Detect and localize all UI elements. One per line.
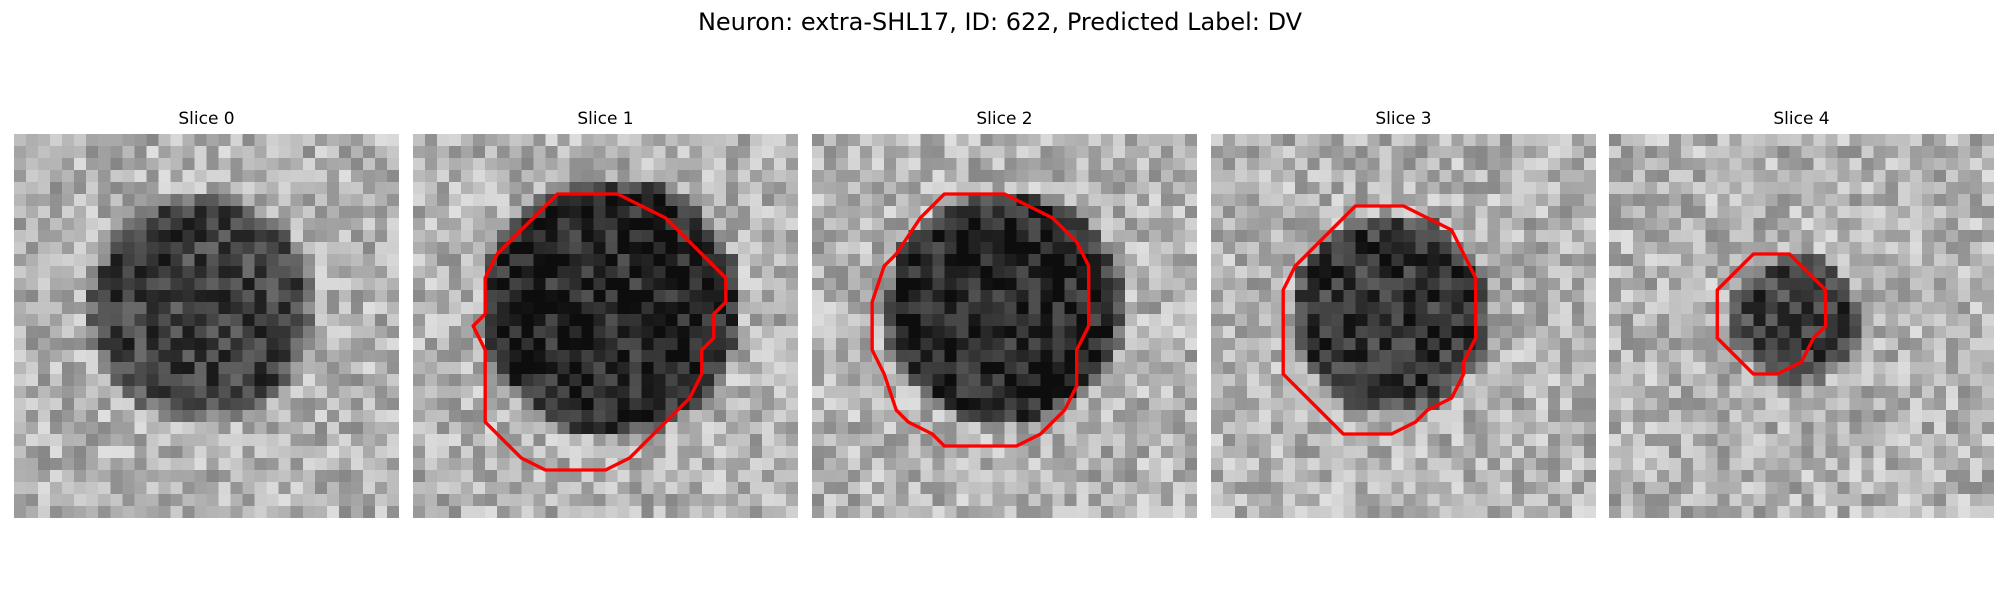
slice-title: Slice 3 — [1375, 109, 1432, 129]
red-contour-outline — [471, 192, 728, 472]
slice-image — [1211, 134, 1596, 518]
red-contour-outline — [1281, 204, 1478, 436]
slice-title: Slice 1 — [577, 109, 634, 129]
slice-title: Slice 4 — [1773, 109, 1830, 129]
slice-panel-3: Slice 3 — [1211, 108, 1596, 518]
slice-panel-4: Slice 4 — [1609, 108, 1994, 518]
slice-panel-2: Slice 2 — [812, 108, 1197, 518]
red-contour-outline — [1715, 252, 1828, 376]
red-contour-outline — [870, 192, 1091, 448]
slice-image — [14, 134, 399, 518]
slice-panel-1: Slice 1 — [413, 108, 798, 518]
slice-image — [413, 134, 798, 518]
slice-title: Slice 2 — [976, 109, 1033, 129]
slice-image — [1609, 134, 1994, 518]
slice-panel-0: Slice 0 — [14, 108, 399, 518]
figure-title: Neuron: extra-SHL17, ID: 622, Predicted … — [697, 8, 1303, 36]
slice-image — [812, 134, 1197, 518]
slice-title: Slice 0 — [178, 109, 235, 129]
